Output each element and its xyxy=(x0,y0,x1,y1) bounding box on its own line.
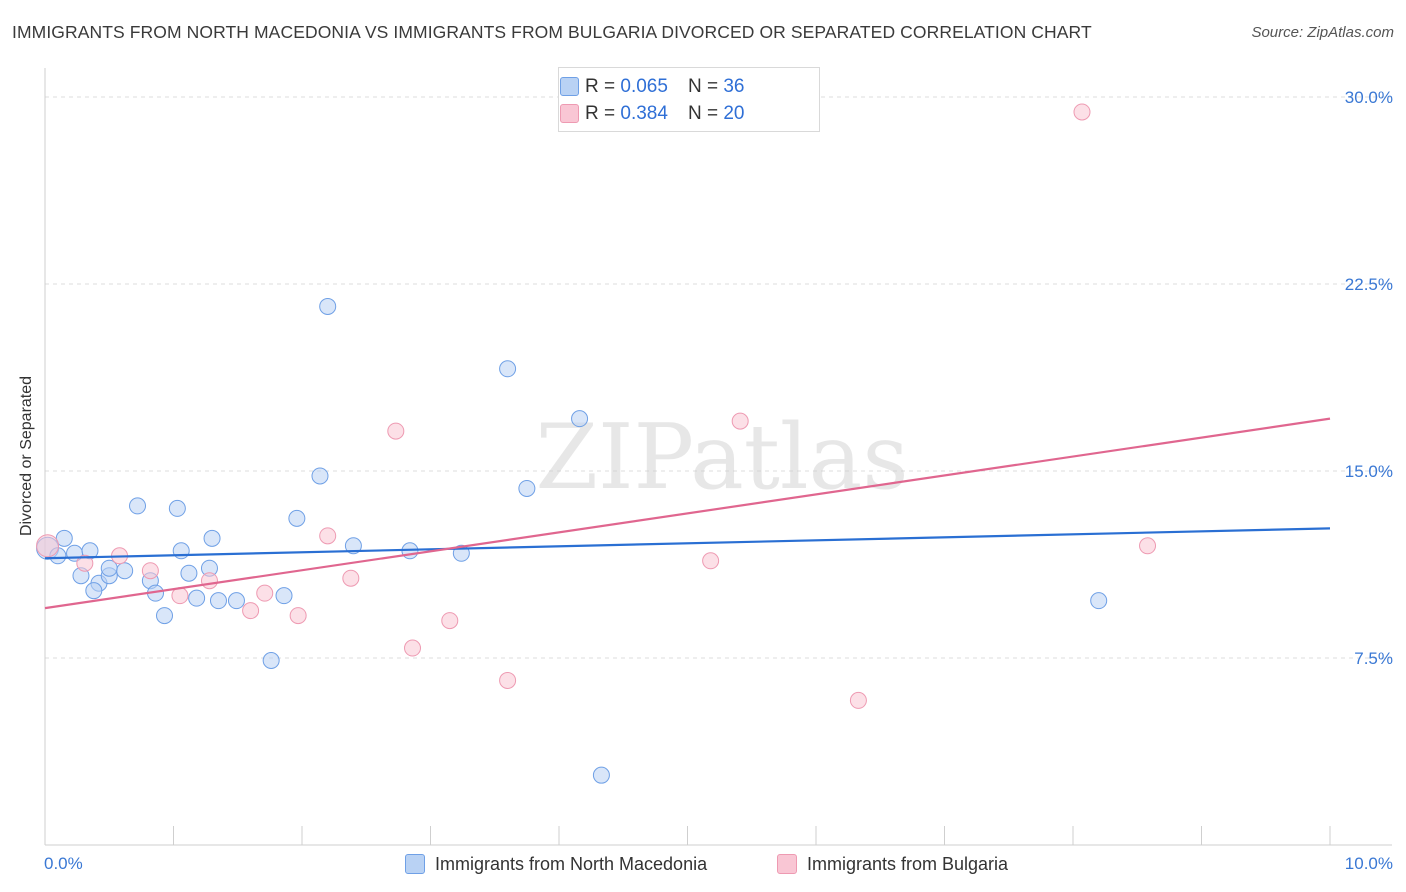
trend-line-bulgaria xyxy=(44,417,1331,610)
point-north-macedonia xyxy=(499,360,517,378)
point-bulgaria xyxy=(36,534,60,558)
point-bulgaria xyxy=(342,569,360,587)
legend-row-north-macedonia: R = 0.065 N = 36 xyxy=(560,74,745,100)
y-tick-label: 22.5% xyxy=(1345,275,1393,294)
bottom-legend-swatch-pink xyxy=(777,854,797,874)
point-north-macedonia xyxy=(203,529,221,547)
x-tick-label: 0.0% xyxy=(44,854,83,873)
point-north-macedonia xyxy=(129,497,147,515)
point-north-macedonia xyxy=(592,766,610,784)
legend-n-label: N = xyxy=(687,103,719,124)
point-bulgaria xyxy=(256,584,274,602)
point-bulgaria xyxy=(404,639,422,657)
axes xyxy=(44,68,1392,846)
y-tick-label: 7.5% xyxy=(1354,649,1393,668)
point-north-macedonia xyxy=(262,651,280,669)
legend-r-value: 0.384 xyxy=(620,103,668,124)
y-tick-label: 15.0% xyxy=(1345,462,1393,481)
legend-r-value: 0.065 xyxy=(620,76,668,97)
point-bulgaria xyxy=(242,602,260,620)
grid-lines xyxy=(45,96,1392,659)
point-bulgaria xyxy=(499,671,517,689)
legend-n-value: 36 xyxy=(723,76,745,97)
chart-title: IMMIGRANTS FROM NORTH MACEDONIA VS IMMIG… xyxy=(12,22,1092,42)
point-north-macedonia xyxy=(116,562,134,580)
point-bulgaria xyxy=(702,552,720,570)
point-north-macedonia xyxy=(156,607,174,625)
point-north-macedonia xyxy=(288,509,306,527)
point-north-macedonia xyxy=(85,582,103,600)
legend-row-bulgaria: R = 0.384 N = 20 xyxy=(560,101,745,127)
point-north-macedonia xyxy=(188,589,206,607)
chart-source: Source: ZipAtlas.com xyxy=(1251,24,1394,41)
point-north-macedonia xyxy=(227,592,245,610)
trend-lines xyxy=(44,417,1331,610)
point-north-macedonia xyxy=(172,542,190,560)
point-north-macedonia xyxy=(209,592,227,610)
bottom-legend-north-macedonia: Immigrants from North Macedonia xyxy=(405,851,707,877)
point-north-macedonia xyxy=(168,499,186,517)
bottom-legend-bulgaria: Immigrants from Bulgaria xyxy=(777,851,1008,877)
bottom-legend-label: Immigrants from North Macedonia xyxy=(435,853,708,874)
point-bulgaria xyxy=(289,607,307,625)
data-points xyxy=(36,103,1157,784)
legend-n-label: N = xyxy=(687,76,719,97)
point-north-macedonia xyxy=(344,537,362,555)
point-bulgaria xyxy=(731,412,749,430)
point-north-macedonia xyxy=(571,410,589,428)
x-tick-label: 10.0% xyxy=(1345,854,1393,873)
point-bulgaria xyxy=(141,562,159,580)
point-north-macedonia xyxy=(1090,592,1108,610)
legend-r-label: R = xyxy=(585,76,616,97)
point-bulgaria xyxy=(1139,537,1157,555)
point-north-macedonia xyxy=(518,479,536,497)
bottom-legend-swatch-blue xyxy=(405,854,425,874)
point-bulgaria xyxy=(387,422,405,440)
point-bulgaria xyxy=(441,612,459,630)
point-north-macedonia xyxy=(275,587,293,605)
watermark: ZIPatlas xyxy=(535,405,908,510)
correlation-legend: R = 0.065 N = 36 R = 0.384 N = 20 xyxy=(558,67,820,132)
point-north-macedonia xyxy=(180,564,198,582)
point-north-macedonia xyxy=(311,467,329,485)
point-bulgaria xyxy=(200,572,218,590)
point-bulgaria xyxy=(76,554,94,572)
bottom-legend-label: Immigrants from Bulgaria xyxy=(807,853,1009,874)
point-bulgaria xyxy=(849,691,867,709)
trend-line-north-macedonia xyxy=(44,527,1331,560)
tick-labels: 7.5% 15.0% 22.5% 30.0% 0.0% 10.0% xyxy=(44,88,1393,873)
legend-swatch-blue xyxy=(560,77,579,96)
legend-n-value: 20 xyxy=(723,103,745,124)
legend-swatch-pink xyxy=(560,104,579,123)
legend-r-label: R = xyxy=(585,103,616,124)
y-tick-label: 30.0% xyxy=(1345,88,1393,107)
point-north-macedonia xyxy=(319,297,337,315)
point-bulgaria xyxy=(1073,103,1091,121)
point-bulgaria xyxy=(319,527,337,545)
